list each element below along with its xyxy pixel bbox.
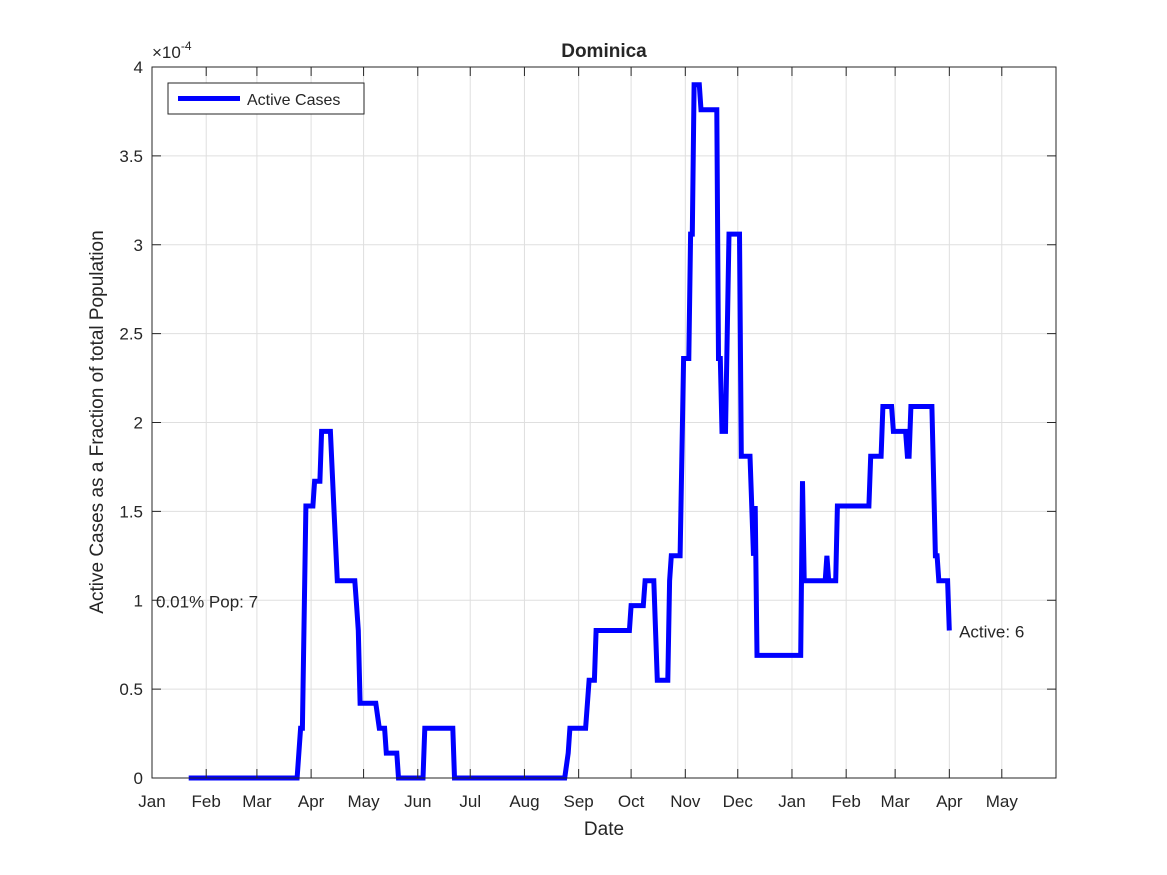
x-tick-label: Jun: [404, 792, 431, 811]
x-tick-label: Sep: [564, 792, 594, 811]
x-tick-label: Jan: [778, 792, 805, 811]
annotations: 0.01% Pop: 7 Active: 6: [156, 592, 1024, 641]
y-tick-label: 3: [134, 236, 143, 255]
axis-ticks: [151, 66, 1056, 779]
legend: Active Cases: [167, 82, 365, 115]
x-tick-label: Apr: [936, 792, 963, 811]
x-tick-label: Jan: [138, 792, 165, 811]
y-tick-label: 4: [134, 58, 143, 77]
x-axis-label: Date: [584, 819, 624, 840]
x-tick-label: Nov: [670, 792, 701, 811]
y-tick-label: 3.5: [119, 147, 143, 166]
x-tick-label: Dec: [723, 792, 754, 811]
y-tick-label: 0.5: [119, 680, 143, 699]
x-tick-label: Mar: [242, 792, 272, 811]
x-tick-label: Apr: [298, 792, 325, 811]
y-axis-label: Active Cases as a Fraction of total Popu…: [87, 230, 108, 613]
x-tick-labels: Jan Feb Mar Apr May Jun Jul Aug Sep Oct Nov Dec Jan F…: [138, 792, 1018, 811]
y-tick-label: 1: [134, 591, 143, 610]
y-tick-labels: 0 0.5 1 1.5 2 2.5 3 3.5 4: [119, 58, 143, 788]
x-tick-label: Feb: [192, 792, 221, 811]
x-tick-label: Aug: [509, 792, 539, 811]
y-axis-exponent-power: -4: [181, 39, 192, 53]
annotation-population-threshold: 0.01% Pop: 7: [156, 592, 258, 611]
grid-lines: [152, 67, 1056, 778]
annotation-active-count: Active: 6: [959, 622, 1024, 641]
x-tick-label: May: [348, 792, 381, 811]
series-line-active-cases: [188, 82, 952, 781]
y-tick-label: 2.5: [119, 325, 143, 344]
y-tick-label: 0: [134, 769, 143, 788]
y-tick-label: 2: [134, 414, 143, 433]
legend-entry-active-cases: Active Cases: [247, 92, 340, 109]
series-layer: [188, 82, 952, 781]
y-tick-label: 1.5: [119, 502, 143, 521]
y-axis-exponent: ×10-4: [152, 39, 192, 62]
chart-title: Dominica: [561, 41, 647, 62]
x-tick-label: Mar: [880, 792, 910, 811]
x-tick-label: May: [986, 792, 1019, 811]
x-tick-label: Jul: [459, 792, 481, 811]
y-axis-exponent-base: ×10: [152, 43, 181, 62]
x-tick-label: Oct: [618, 792, 645, 811]
x-tick-label: Feb: [832, 792, 861, 811]
